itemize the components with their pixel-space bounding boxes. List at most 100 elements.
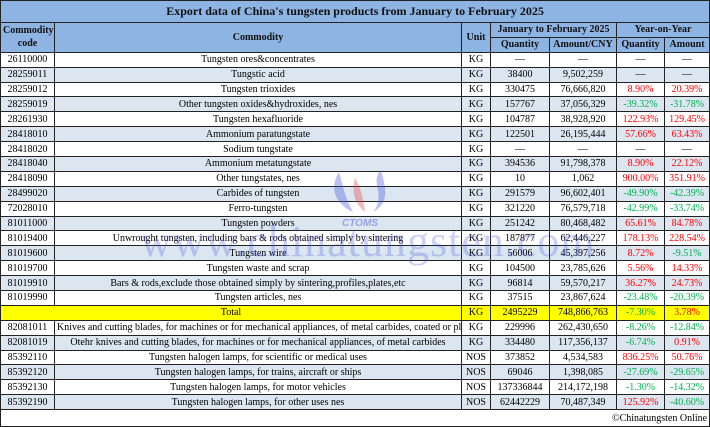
table-row: 28261930 Tungsten hexafluoride KG 104787 38,… (0, 111, 710, 128)
table-row: 28499020 Carbides of tungsten KG 291579 96,6… (0, 185, 710, 202)
table-row: 28418010 Ammonium paratungstate KG 122501 26… (0, 126, 710, 143)
cell-unit: KG (461, 290, 491, 306)
cell-amount: 76,579,718 (549, 200, 617, 217)
table-row: 85392120 Tungsten halogen lamps, for trai… (0, 364, 710, 381)
cell-quantity: 157767 (490, 96, 550, 113)
cell-yoy-amount: 0.91% (663, 334, 710, 351)
cell-yoy-quantity: — (616, 66, 665, 83)
cell-commodity: Other tungsten oxides&hydroxides, nes (54, 96, 462, 113)
cell-unit: KG (461, 230, 491, 247)
cell-yoy-amount: — (663, 66, 710, 83)
cell-commodity: Bars & rods,exclude those obtained simpl… (54, 275, 462, 292)
cell-code: 28418040 (0, 156, 55, 172)
cell-quantity: 394536 (490, 156, 550, 172)
table-row: 28418020 Sodium tungstate KG — — — — (0, 141, 710, 158)
cell-quantity: 38400 (490, 66, 550, 83)
cell-code: 28499020 (0, 185, 55, 202)
cell-amount: — (549, 141, 617, 158)
cell-commodity: Other tungstates, nes (54, 170, 462, 187)
table-row: 81019990 Tungsten articles, nes KG 37515 23,… (0, 290, 710, 306)
total-amount: 748,866,763 (549, 304, 617, 321)
cell-code: 85392120 (0, 364, 55, 381)
cell-code: 28418010 (0, 126, 55, 143)
cell-quantity: 56006 (490, 245, 550, 262)
cell-quantity: 291579 (490, 185, 550, 202)
cell-unit: KG (461, 275, 491, 292)
cell-quantity: 37515 (490, 290, 550, 306)
cell-code: 82081011 (0, 319, 55, 336)
cell-amount: 23,867,624 (549, 290, 617, 306)
cell-quantity: — (490, 141, 550, 158)
cell-commodity: Tungsten articles, nes (54, 290, 462, 306)
cell-yoy-quantity: -49.90% (616, 185, 665, 202)
cell-yoy-quantity: -27.69% (616, 364, 665, 381)
cell-amount: 45,397,256 (549, 245, 617, 262)
cell-yoy-quantity: 122.93% (616, 111, 665, 128)
cell-yoy-amount: -9.51% (663, 245, 710, 262)
cell-commodity: Otehr knives and cutting blades, for mac… (54, 334, 462, 351)
cell-code: 81019600 (0, 245, 55, 262)
total-label: Total (0, 304, 462, 321)
cell-unit: KG (461, 126, 491, 143)
table-row: 81011000 Tungsten powders KG 251242 80,468,4… (0, 215, 710, 232)
cell-unit: KG (461, 170, 491, 187)
cell-code: 28261930 (0, 111, 55, 128)
cell-amount: 1,062 (549, 170, 617, 187)
table-row: 85392190 Tungsten halogen lamps, for othe… (0, 394, 710, 411)
cell-amount: 70,487,349 (549, 394, 617, 411)
cell-commodity: Tungsten halogen lamps, for other uses n… (54, 394, 462, 411)
cell-commodity: Tungsten ores&concentrates (54, 51, 462, 68)
cell-amount: 117,356,137 (549, 334, 617, 351)
cell-code: 72028010 (0, 200, 55, 217)
cell-commodity: Tungsten wire (54, 245, 462, 262)
table-row: 81019400 Unwrought tungsten, including ba… (0, 230, 710, 247)
cell-commodity: Tungstic acid (54, 66, 462, 83)
cell-commodity: Ferro-tungsten (54, 200, 462, 217)
cell-yoy-amount: -14.32% (663, 379, 710, 396)
cell-yoy-quantity: 836.25% (616, 349, 665, 366)
cell-yoy-amount: 129.45% (663, 111, 710, 128)
cell-yoy-amount: — (663, 51, 710, 68)
cell-amount: 4,534,583 (549, 349, 617, 366)
cell-unit: KG (461, 96, 491, 113)
cell-yoy-amount: — (663, 141, 710, 158)
cell-yoy-amount: 228.54% (663, 230, 710, 247)
header-unit: Unit (461, 22, 491, 53)
cell-quantity: 96814 (490, 275, 550, 292)
cell-code: 81019990 (0, 290, 55, 306)
cell-yoy-quantity: -23.48% (616, 290, 665, 306)
cell-unit: KG (461, 66, 491, 83)
cell-unit: KG (461, 215, 491, 232)
cell-quantity: 373852 (490, 349, 550, 366)
cell-commodity: Ammonium paratungstate (54, 126, 462, 143)
table-row: 26110000 Tungsten ores&concentrates KG — — — — (0, 51, 710, 68)
cell-commodity: Tungsten hexafluoride (54, 111, 462, 128)
cell-yoy-amount: -12.84% (663, 319, 710, 336)
cell-quantity: 10 (490, 170, 550, 187)
cell-yoy-quantity: 36.27% (616, 275, 665, 292)
total-quantity: 2495229 (490, 304, 550, 321)
cell-quantity: 187877 (490, 230, 550, 247)
cell-yoy-quantity: 125.92% (616, 394, 665, 411)
cell-unit: KG (461, 260, 491, 277)
cell-unit: NOS (461, 394, 491, 411)
table-row: 85392110 Tungsten halogen lamps, for scie… (0, 349, 710, 366)
cell-yoy-quantity: -1.30% (616, 379, 665, 396)
cell-amount: 76,666,820 (549, 81, 617, 98)
cell-commodity: Tungsten halogen lamps, for trains, airc… (54, 364, 462, 381)
cell-yoy-amount: 351.91% (663, 170, 710, 187)
cell-code: 28259011 (0, 66, 55, 83)
cell-yoy-amount: -33.74% (663, 200, 710, 217)
cell-yoy-quantity: 65.61% (616, 215, 665, 232)
cell-quantity: 330475 (490, 81, 550, 98)
cell-unit: NOS (461, 364, 491, 381)
cell-quantity: 69046 (490, 364, 550, 381)
table-row: 28259012 Tungsten trioxides KG 330475 76,666… (0, 81, 710, 98)
total-unit: KG (461, 304, 491, 321)
cell-commodity: Tungsten powders (54, 215, 462, 232)
cell-amount: 9,502,259 (549, 66, 617, 83)
header-yoy: Year-on-Year (615, 22, 710, 38)
cell-quantity: 104787 (490, 111, 550, 128)
cell-quantity: 321220 (490, 200, 550, 217)
